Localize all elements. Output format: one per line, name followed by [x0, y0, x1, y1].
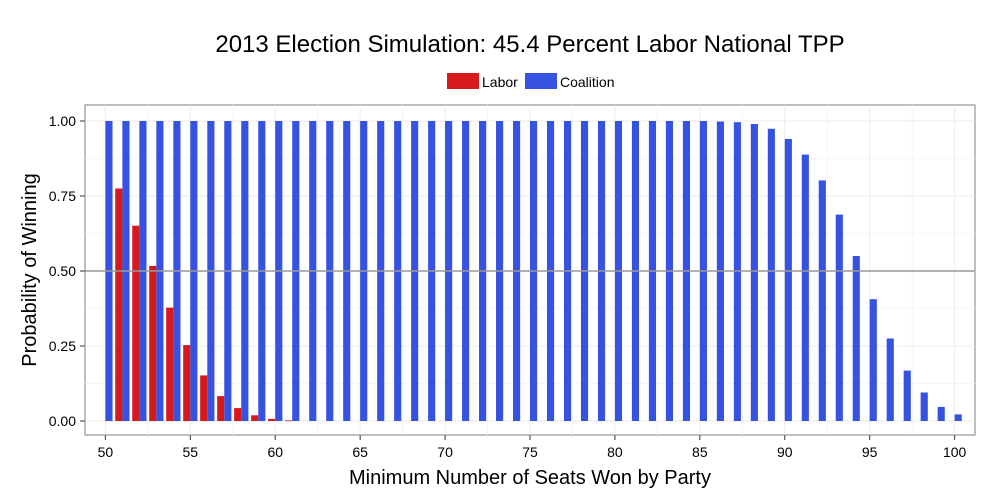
chart-title: 2013 Election Simulation: 45.4 Percent L…: [215, 31, 844, 58]
x-tick-label: 100: [943, 444, 967, 460]
bar-labor: [166, 307, 174, 421]
x-tick-label: 60: [267, 444, 283, 460]
bar-labor: [132, 225, 140, 421]
bar-coalition: [767, 128, 775, 422]
bar-coalition: [852, 256, 860, 421]
x-tick-label: 50: [98, 444, 114, 460]
bar-labor: [183, 345, 191, 421]
y-tick-label: 0.50: [49, 263, 76, 279]
legend-label-coalition: Coalition: [560, 74, 614, 90]
bar-labor: [149, 265, 157, 421]
legend: Labor Coalition: [447, 73, 614, 90]
x-tick-label: 70: [437, 444, 453, 460]
bar-labor: [200, 375, 208, 421]
x-tick-label: 80: [607, 444, 623, 460]
y-tick-label: 0.25: [49, 338, 76, 354]
bar-labor: [115, 188, 123, 421]
y-axis-title: Probability of Winning: [19, 173, 41, 366]
bar-coalition: [937, 406, 945, 421]
bar-labor: [217, 396, 225, 421]
x-tick-label: 75: [522, 444, 538, 460]
x-tick-label: 85: [692, 444, 708, 460]
bar-labor: [268, 418, 276, 421]
bar-coalition: [920, 392, 928, 421]
bar-coalition: [886, 338, 894, 421]
x-tick-label: 90: [777, 444, 793, 460]
bar-coalition: [818, 180, 826, 421]
bar-coalition: [954, 414, 962, 421]
bar-labor: [285, 420, 293, 422]
y-tick-label: 0.75: [49, 188, 76, 204]
bar-labor: [234, 408, 242, 421]
legend-label-labor: Labor: [482, 74, 518, 90]
bar-coalition: [869, 299, 877, 421]
x-axis: 50 55 60 65 70 75 80 85 90 95 100: [98, 435, 967, 460]
x-axis-title: Minimum Number of Seats Won by Party: [349, 467, 711, 489]
bar-coalition: [750, 124, 758, 421]
bar-coalition: [801, 154, 809, 421]
y-tick-label: 1.00: [49, 113, 76, 129]
bar-coalition: [784, 139, 792, 421]
y-axis: 0.00 0.25 0.50 0.75 1.00: [49, 113, 85, 429]
legend-swatch-labor: [447, 73, 479, 89]
bar-coalition: [903, 370, 911, 421]
legend-swatch-coalition: [525, 73, 557, 89]
bar-coalition: [835, 214, 843, 421]
x-tick-label: 95: [862, 444, 878, 460]
x-tick-label: 55: [183, 444, 199, 460]
y-tick-label: 0.00: [49, 413, 76, 429]
x-tick-label: 65: [352, 444, 368, 460]
bar-labor: [251, 415, 259, 421]
